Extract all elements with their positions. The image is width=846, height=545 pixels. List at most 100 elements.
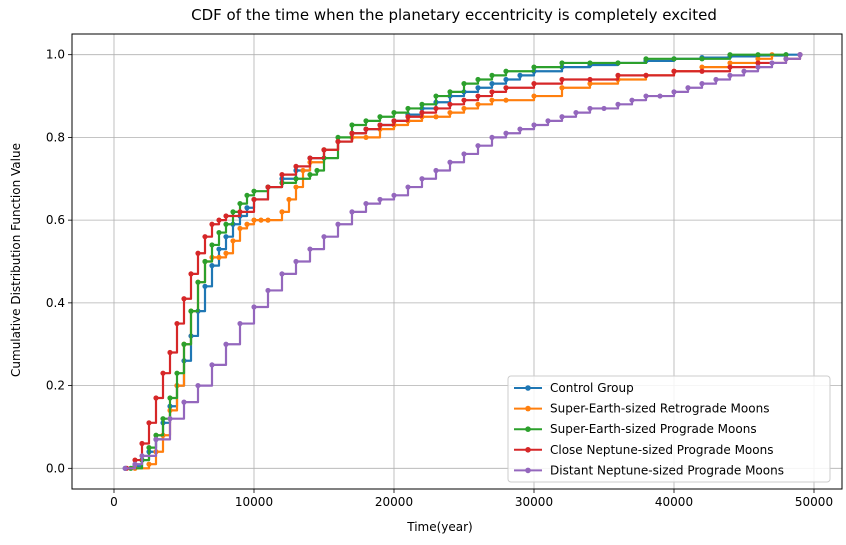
data-point [188, 308, 194, 314]
data-point [755, 52, 761, 58]
data-point [643, 93, 649, 99]
y-tick-label: 0.6 [46, 213, 65, 227]
legend-swatch-marker [525, 426, 531, 433]
data-point [419, 109, 425, 116]
data-point [755, 56, 761, 62]
data-point [475, 93, 481, 99]
data-point [223, 221, 229, 227]
data-point [244, 221, 250, 227]
data-point [181, 296, 187, 302]
legend-entry: Super-Earth-sized Prograde Moons [514, 422, 757, 436]
data-point [209, 362, 215, 368]
data-point [727, 60, 733, 66]
data-point [489, 89, 495, 95]
data-point [587, 60, 593, 66]
y-axis-label: Cumulative Distribution Function Value [9, 143, 23, 377]
data-point [195, 382, 201, 389]
data-point [237, 209, 243, 215]
data-point [615, 101, 621, 107]
data-point [685, 85, 691, 91]
data-point [433, 93, 439, 99]
data-point [433, 167, 439, 174]
data-point [391, 118, 397, 124]
data-point [139, 453, 145, 459]
data-point [531, 122, 537, 128]
data-point [377, 122, 383, 128]
data-point [244, 205, 250, 211]
data-point [139, 440, 145, 447]
series-5 [122, 52, 803, 471]
data-point [132, 457, 138, 463]
data-point [531, 64, 537, 70]
data-point [209, 263, 215, 269]
data-point [335, 138, 341, 145]
data-point [657, 93, 663, 99]
data-point [202, 283, 208, 289]
data-point [349, 209, 355, 215]
data-point [223, 250, 229, 256]
data-point [335, 134, 341, 141]
data-point [153, 395, 159, 401]
data-point [615, 72, 621, 78]
data-point [321, 147, 327, 153]
data-point [489, 134, 495, 141]
data-point [419, 176, 425, 182]
data-point [321, 234, 327, 240]
data-point [727, 52, 733, 58]
data-point [307, 246, 313, 252]
legend-label: Close Neptune-sized Prograde Moons [550, 443, 773, 457]
data-point [559, 76, 565, 83]
data-point [335, 221, 341, 227]
data-point [461, 151, 467, 157]
data-point [447, 159, 453, 165]
y-tick-label: 0.4 [46, 296, 65, 310]
data-point [153, 436, 159, 442]
data-point [741, 68, 747, 74]
data-point [237, 225, 243, 232]
data-point [251, 196, 257, 203]
data-point [377, 196, 383, 203]
data-point [209, 221, 215, 227]
data-point [503, 130, 509, 136]
data-point [363, 118, 369, 124]
legend-entry: Control Group [514, 381, 634, 395]
data-point [363, 200, 369, 207]
data-point [503, 68, 509, 74]
y-tick-label: 0.8 [46, 130, 65, 144]
axis-ticks: 0 10000 20000 30000 40000 50000 0.0 0.2 0.4 0.6 0.… [46, 48, 833, 509]
data-point [531, 93, 537, 99]
data-point [489, 72, 495, 78]
data-point [671, 68, 677, 74]
data-point [181, 399, 187, 405]
data-point [202, 258, 208, 265]
data-point [230, 209, 236, 215]
data-point [461, 105, 467, 112]
data-point [223, 341, 229, 347]
data-point [783, 56, 789, 62]
data-point [293, 176, 299, 182]
data-point [153, 432, 159, 438]
y-tick-label: 0.0 [46, 461, 65, 475]
x-tick-label: 10000 [235, 495, 273, 509]
chart-title: CDF of the time when the planetary eccen… [191, 6, 717, 24]
legend-entry: Close Neptune-sized Prograde Moons [514, 443, 773, 457]
data-point [433, 114, 439, 120]
data-point [237, 320, 243, 327]
data-point [223, 213, 229, 219]
data-point [230, 238, 236, 244]
data-point [573, 109, 579, 116]
data-point [727, 72, 733, 78]
data-point [391, 192, 397, 198]
data-point [188, 271, 194, 277]
data-point [699, 81, 705, 87]
plot-frame [71, 33, 843, 490]
data-point [643, 56, 649, 62]
data-point [146, 461, 152, 467]
data-point [132, 461, 138, 467]
y-tick-label: 0.2 [46, 379, 65, 393]
data-point [503, 76, 509, 83]
data-point [265, 287, 271, 294]
data-point [216, 254, 222, 260]
data-point [181, 341, 187, 347]
